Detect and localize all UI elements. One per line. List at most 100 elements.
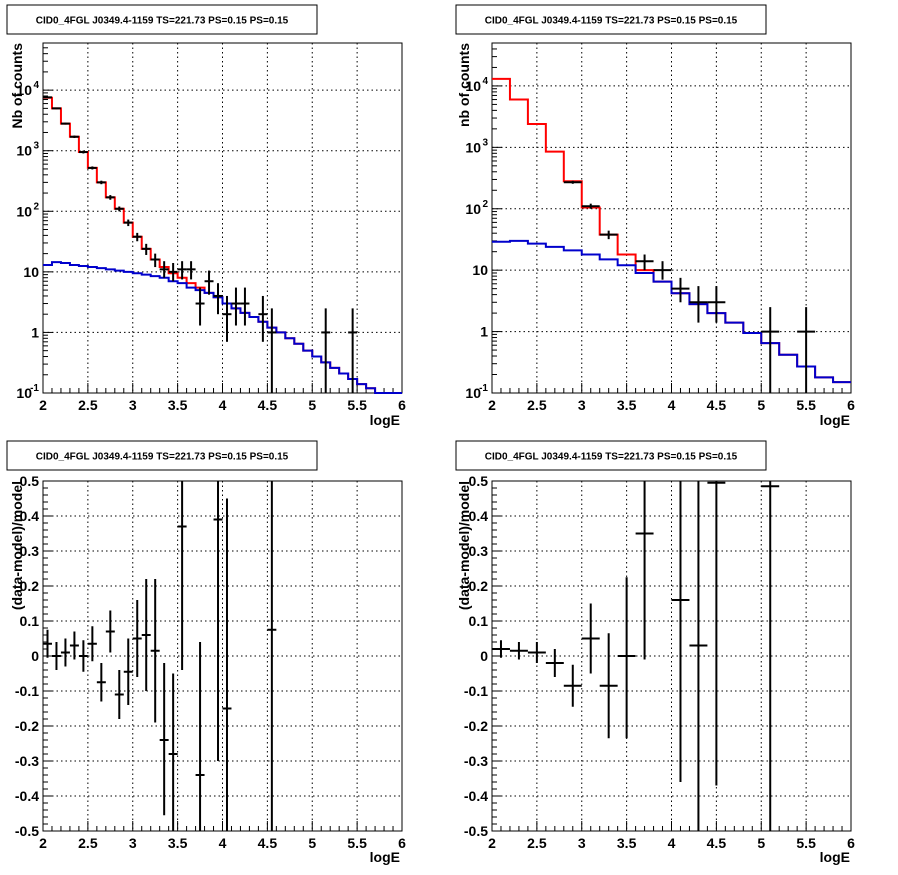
data-point: [653, 261, 672, 280]
y-tick-label: 0: [480, 648, 488, 664]
data-point: [159, 663, 169, 816]
grid: [492, 43, 851, 393]
x-tick-label: 3.5: [617, 397, 637, 413]
data-point: [258, 295, 268, 342]
plot-frame: [42, 42, 403, 394]
y-tick-label: 0: [31, 648, 39, 664]
y-tick-exponent: 3: [33, 141, 39, 152]
y-tick-label: 10: [16, 385, 32, 401]
x-axis-title: logE: [370, 412, 400, 428]
data-point: [114, 670, 124, 719]
chart-title: CID0_4FGL J0349.4-1159 TS=221.73 PS=0.15…: [36, 452, 289, 463]
data-point: [141, 243, 151, 255]
data-point: [60, 122, 70, 125]
data-point: [797, 307, 816, 393]
x-tick-label: 2: [39, 835, 47, 851]
data-point: [105, 610, 115, 653]
data-point: [150, 253, 160, 268]
chart-title: CID0_4FGL J0349.4-1159 TS=221.73 PS=0.15…: [485, 16, 738, 27]
x-tick-label: 4: [668, 397, 676, 413]
plot-frame: [491, 42, 852, 394]
x-tick-label: 2.5: [78, 397, 98, 413]
x-tick-label: 2: [488, 397, 496, 413]
y-tick-label: 10: [465, 139, 481, 155]
y-axis-title: (data-model)/model: [9, 481, 25, 610]
y-tick-label: 10: [465, 385, 481, 401]
y-tick-exponent: 4: [482, 76, 488, 87]
y-tick-label: -0.2: [15, 718, 39, 734]
x-tick-label: 4.5: [258, 397, 278, 413]
chart-panel-3: 2 2.5 3 3.5 4 4.5 5 5.5 6 -0.5 -0.4 -0.3 -0.2 -0.1 0 0.…: [6, 440, 406, 865]
data-point: [69, 135, 79, 139]
x-tick-label: 4: [219, 835, 227, 851]
data-point: [599, 230, 618, 240]
x-tick-label: 6: [398, 397, 406, 413]
x-tick-label: 3.5: [168, 397, 188, 413]
y-tick-label: -0.1: [15, 683, 39, 699]
y-tick-label: 0.5: [469, 473, 489, 489]
y-tick-label: 10: [465, 78, 481, 94]
plot-area: [492, 43, 851, 393]
x-tick-label: 5.5: [347, 835, 367, 851]
data-point: [114, 206, 124, 212]
x-tick-label: 3.5: [617, 835, 637, 851]
chart-title: CID0_4FGL J0349.4-1159 TS=221.73 PS=0.15…: [36, 16, 289, 27]
y-tick-label: -0.5: [464, 823, 488, 839]
data-point: [150, 579, 160, 723]
plot-frame: [491, 480, 852, 832]
y-tick-label: -0.1: [464, 683, 488, 699]
x-tick-label: 4.5: [707, 835, 727, 851]
data-point: [177, 261, 187, 280]
chart-title: CID0_4FGL J0349.4-1159 TS=221.73 PS=0.15…: [485, 452, 738, 463]
data-point: [195, 642, 205, 831]
data-point: [563, 180, 582, 184]
data-point: [617, 577, 636, 739]
data-point: [267, 308, 277, 393]
plot-area: [43, 43, 402, 393]
x-tick-label: 4.5: [707, 397, 727, 413]
data-point: [78, 640, 88, 672]
data-point: [509, 642, 528, 660]
data-point: [123, 638, 133, 705]
x-tick-label: 5.5: [796, 835, 816, 851]
data-point: [222, 498, 232, 831]
x-tick-label: 3: [578, 397, 586, 413]
data-point: [563, 664, 582, 707]
data-point: [321, 308, 331, 393]
y-tick-label: 0.3: [20, 543, 40, 559]
y-tick-label: 0.1: [20, 613, 40, 629]
data-point: [689, 286, 708, 323]
grid: [43, 43, 402, 393]
data-point: [635, 481, 654, 660]
x-tick-label: 3: [129, 397, 137, 413]
y-tick-label: -0.4: [464, 788, 488, 804]
y-axis-title: Nb of counts: [9, 43, 25, 129]
x-tick-label: 5: [757, 397, 765, 413]
data-layer: [43, 96, 402, 394]
x-tick-label: 5.5: [796, 397, 816, 413]
y-tick-label: 10: [472, 262, 488, 278]
y-tick-label: 10: [23, 264, 39, 280]
y-tick-label: 0.2: [20, 578, 40, 594]
y-tick-label: 1: [480, 324, 488, 340]
data-point: [195, 287, 205, 326]
data-point: [492, 640, 510, 658]
data-point: [222, 295, 232, 342]
data-point: [707, 286, 726, 323]
x-tick-label: 5: [757, 835, 765, 851]
data-point: [761, 307, 780, 393]
x-tick-label: 3.5: [168, 835, 188, 851]
data-point: [132, 232, 142, 242]
data-point: [545, 649, 564, 677]
data-point: [761, 481, 780, 831]
x-tick-label: 3: [129, 835, 137, 851]
data-point: [105, 195, 115, 200]
y-tick-label: 0.4: [469, 508, 489, 524]
data-point: [96, 663, 106, 702]
grid: [43, 481, 402, 831]
y-tick-label: 1: [31, 324, 39, 340]
data-point: [96, 180, 106, 185]
data-layer: [492, 481, 780, 831]
x-tick-label: 6: [847, 835, 855, 851]
data-point: [87, 626, 97, 662]
